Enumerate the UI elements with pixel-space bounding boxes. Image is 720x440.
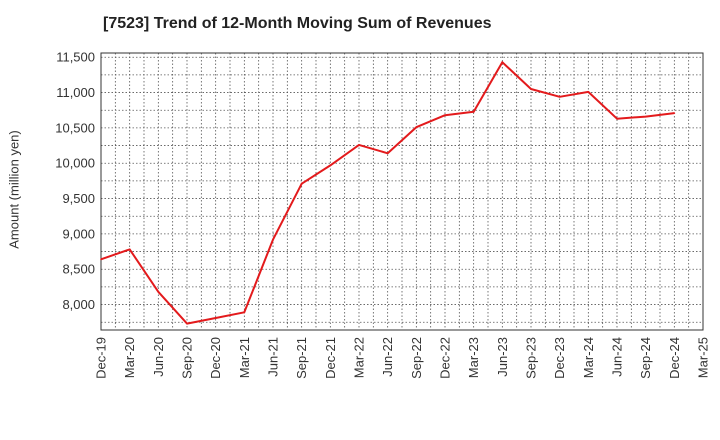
- y-tick-label: 10,000: [55, 156, 95, 171]
- x-tick-label: Dec-19: [94, 337, 109, 379]
- y-tick-label: 9,500: [62, 191, 95, 206]
- data-point: [358, 144, 360, 146]
- series-layer: [100, 61, 676, 325]
- data-point: [128, 248, 131, 251]
- data-point: [501, 61, 504, 63]
- data-point: [616, 117, 618, 120]
- y-tick-label: 10,500: [55, 120, 95, 135]
- grid-layer: [100, 53, 704, 330]
- data-point: [214, 317, 217, 319]
- x-tick-label: Jun-24: [610, 337, 625, 377]
- x-tick-label: Mar-20: [122, 337, 137, 378]
- data-point: [386, 152, 389, 155]
- x-tick-label: Sep-20: [180, 337, 195, 379]
- data-point: [530, 88, 532, 90]
- data-point: [100, 258, 102, 261]
- x-tick-label: Dec-24: [667, 337, 682, 379]
- x-tick-label: Dec-22: [438, 337, 453, 379]
- y-tick-label: 11,000: [56, 85, 95, 100]
- x-tick-label: Mar-23: [466, 337, 481, 378]
- x-tick-label: Dec-21: [323, 337, 338, 379]
- x-tick-label: Jun-21: [266, 337, 281, 377]
- x-tick-label: Dec-23: [552, 337, 567, 379]
- data-point: [243, 311, 246, 314]
- data-point: [157, 291, 160, 293]
- data-point: [186, 322, 188, 325]
- data-point: [300, 182, 303, 185]
- x-tick-label: Dec-20: [208, 337, 223, 379]
- x-tick-label: Mar-21: [237, 337, 252, 378]
- axis-layer: 8,000 8,500 9,000 9,500 10,000 10,500 11,000 11…: [55, 50, 710, 379]
- x-tick-label: Mar-25: [696, 337, 711, 378]
- data-point: [415, 126, 418, 128]
- x-tick-label: Sep-23: [524, 337, 539, 379]
- y-tick-label: 8,000: [62, 297, 95, 312]
- x-tick-label: Sep-24: [638, 337, 653, 379]
- data-point: [673, 112, 676, 114]
- data-point: [558, 96, 561, 98]
- data-point: [587, 91, 590, 93]
- data-point: [444, 114, 446, 116]
- data-point: [272, 238, 274, 241]
- chart-title: [7523] Trend of 12-Month Moving Sum of R…: [103, 15, 492, 32]
- data-point: [472, 110, 475, 113]
- data-point: [644, 115, 647, 118]
- x-tick-label: Jun-23: [495, 337, 510, 377]
- x-tick-label: Mar-22: [352, 337, 367, 378]
- y-tick-label: 11,500: [56, 50, 95, 65]
- y-tick-label: 8,500: [62, 262, 95, 277]
- x-tick-label: Jun-20: [151, 337, 166, 377]
- x-tick-label: Mar-24: [581, 337, 596, 378]
- x-tick-label: Sep-22: [409, 337, 424, 379]
- x-tick-label: Sep-21: [294, 337, 309, 379]
- x-tick-label: Jun-22: [380, 337, 395, 377]
- plot-frame: [100, 52, 704, 331]
- y-tick-label: 9,000: [62, 226, 95, 241]
- data-point: [329, 164, 332, 167]
